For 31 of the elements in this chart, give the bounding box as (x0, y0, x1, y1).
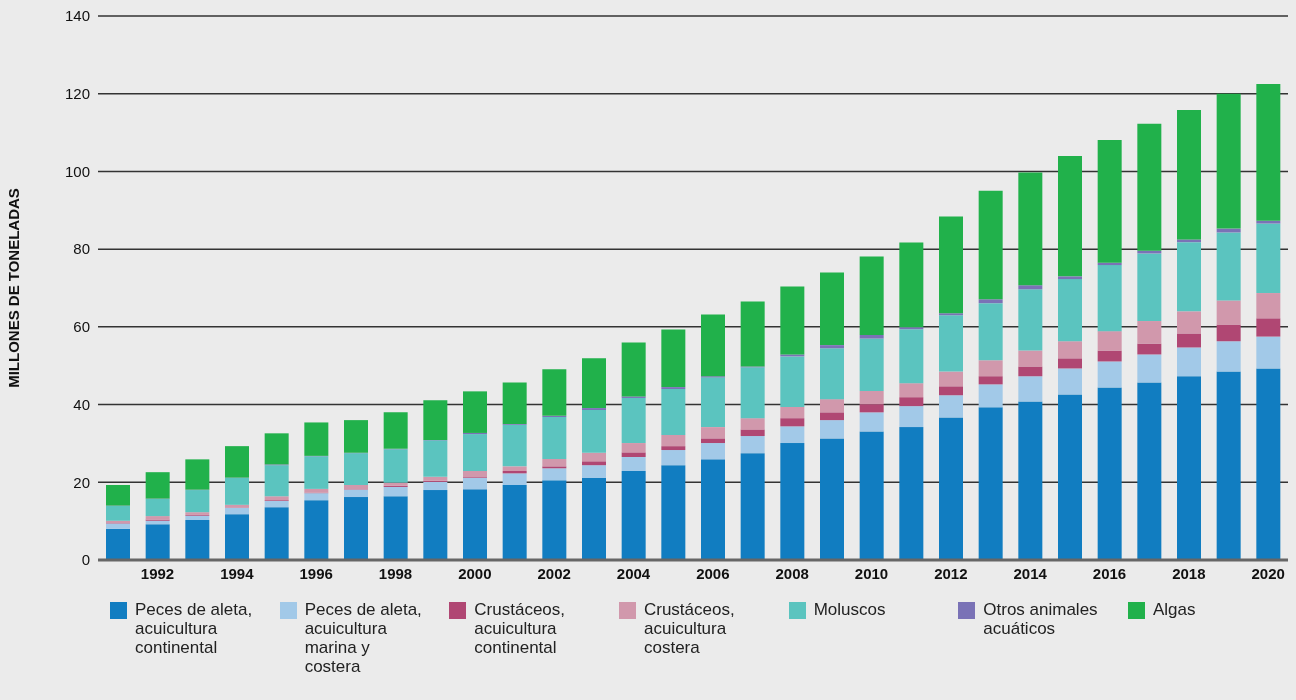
x-tick-label: 1998 (378, 564, 413, 582)
x-tick-label: 2000 (458, 564, 492, 582)
legend-label: Peces de aleta, acuicultura continental (135, 600, 254, 657)
x-tick-label: 2018 (1172, 564, 1206, 582)
x-tick-label: 1994 (220, 564, 255, 582)
x-tick-label: 2010 (854, 564, 889, 582)
y-tick-label: 80 (73, 240, 90, 258)
x-tick-label: 2002 (537, 564, 571, 582)
x-tick-label: 2016 (1092, 564, 1127, 582)
legend-label: Moluscos (813, 600, 887, 619)
y-tick-label: 60 (73, 318, 90, 336)
x-tick-label: 1996 (299, 564, 333, 582)
legend-label: Otros animales acuáticos (983, 600, 1099, 638)
y-tick-label: 0 (81, 551, 90, 569)
x-tick-label: 2020 (1251, 564, 1285, 582)
y-tick-label: 20 (73, 473, 90, 491)
y-tick-label: 40 (73, 395, 90, 413)
x-tick-label: 2006 (696, 564, 730, 582)
y-tick-label: 140 (64, 7, 90, 25)
x-tick-label: 1992 (140, 564, 175, 582)
x-tick-label: 2008 (775, 564, 809, 582)
legend-label: Algas (1152, 600, 1197, 619)
x-tick-label: 2012 (934, 564, 968, 582)
x-tick-label: 2014 (1013, 564, 1048, 582)
legend-label: Crustáceos, acuicultura costera (643, 600, 736, 657)
legend-label: Peces de aleta, acuicultura marina y costera (304, 600, 423, 676)
y-tick-label: 120 (64, 85, 90, 103)
y-tick-label: 100 (64, 162, 90, 180)
x-tick-label: 2004 (616, 564, 651, 582)
y-axis-title: MILLONES DE TONELADAS (5, 188, 23, 388)
legend-label: Crustáceos, acuicultura continental (474, 600, 566, 657)
